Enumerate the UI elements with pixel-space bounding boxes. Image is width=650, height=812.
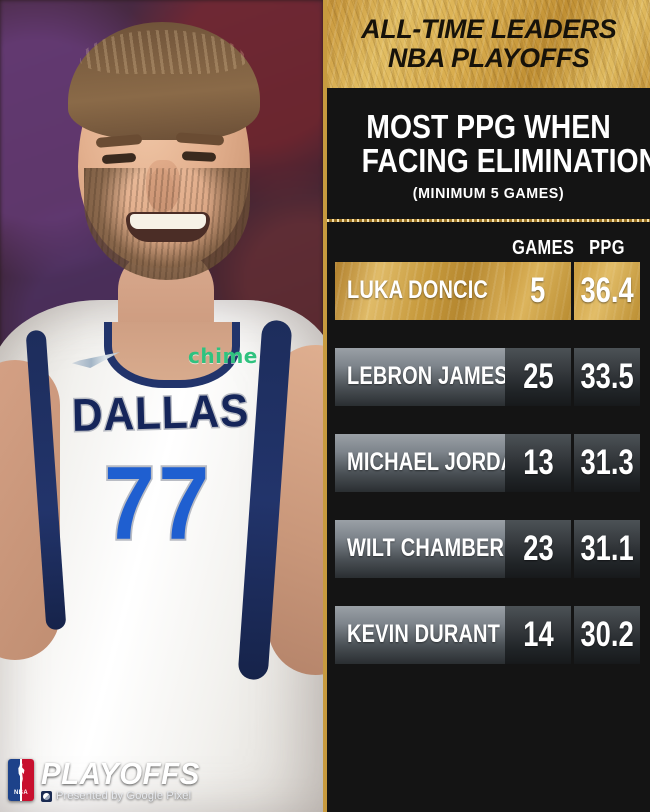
column-header-ppg: PPG — [589, 236, 625, 259]
lockup-text-group: PLAYOFFS Presented by Google Pixel — [41, 755, 208, 802]
player-name: LUKA DONCIC — [347, 276, 489, 305]
player-name: MICHAEL JORDAN — [347, 448, 505, 477]
row-name-cell: KEVIN DURANT — [335, 605, 505, 664]
row-name-cell: LUKA DONCIC — [335, 261, 505, 320]
playoffs-wordmark: PLAYOFFS — [41, 755, 200, 791]
games-value: 14 — [522, 614, 554, 654]
chart-title-qualifier: (MINIMUM 5 GAMES) — [412, 184, 565, 202]
header-line-1: ALL-TIME LEADERS — [360, 14, 617, 45]
header-line-2: NBA PLAYOFFS — [387, 43, 590, 73]
row-name-cell: WILT CHAMBERLAIN — [335, 519, 505, 578]
row-games-cell: 13 — [505, 433, 571, 492]
hair — [68, 22, 260, 140]
google-pixel-icon — [41, 790, 52, 802]
player-photo: chime DALLAS 77 NBA PLAYOFFS Presented b… — [0, 0, 323, 812]
presented-by-row: Presented by Google Pixel — [41, 790, 208, 802]
games-value: 25 — [522, 356, 554, 396]
table-row: LUKA DONCIC 5 36.4 — [335, 261, 640, 320]
chart-title-block: MOST PPG WHEN FACING ELIMINATION (MINIMU… — [327, 88, 650, 214]
row-ppg-cell: 31.3 — [574, 433, 640, 492]
table-row: WILT CHAMBERLAIN 23 31.1 — [335, 519, 640, 578]
table-column-headers: GAMES PPG — [327, 222, 650, 262]
row-games-cell: 25 — [505, 347, 571, 406]
ppg-value: 36.4 — [580, 270, 634, 310]
stats-panel: ALL-TIME LEADERS NBA PLAYOFFS MOST PPG W… — [323, 0, 650, 812]
player-name: KEVIN DURANT — [347, 620, 501, 649]
leaderboard-rows: LUKA DONCIC 5 36.4 LEBRON JAMES 25 33.5 MICHAE… — [327, 261, 650, 664]
player-name: LEBRON JAMES — [347, 362, 505, 391]
jersey-sponsor-logo: chime — [188, 344, 258, 368]
eye-right — [181, 151, 217, 162]
panel-header-banner: ALL-TIME LEADERS NBA PLAYOFFS — [327, 0, 650, 88]
gold-divider-rule — [327, 218, 650, 222]
games-value: 13 — [522, 442, 554, 482]
nba-logo-text: NBA — [14, 789, 28, 796]
games-value: 23 — [522, 528, 554, 568]
row-ppg-cell: 30.2 — [574, 605, 640, 664]
player-name: WILT CHAMBERLAIN — [347, 534, 505, 563]
ppg-value: 31.3 — [580, 442, 634, 482]
mouth — [126, 212, 210, 242]
chart-title-line-1: MOST PPG WHEN — [366, 108, 611, 145]
column-header-games: GAMES — [512, 236, 575, 259]
row-name-cell: LEBRON JAMES — [335, 347, 505, 406]
games-value: 5 — [530, 270, 546, 310]
ppg-value: 31.1 — [580, 528, 634, 568]
row-ppg-cell: 31.1 — [574, 519, 640, 578]
ppg-value: 30.2 — [580, 614, 634, 654]
row-games-cell: 23 — [505, 519, 571, 578]
row-games-cell: 14 — [505, 605, 571, 664]
row-ppg-cell: 36.4 — [574, 261, 640, 320]
player-figure: chime DALLAS 77 — [0, 0, 323, 812]
nba-playoffs-lockup: NBA PLAYOFFS Presented by Google Pixel — [8, 755, 208, 802]
row-games-cell: 5 — [505, 261, 571, 320]
row-ppg-cell: 33.5 — [574, 347, 640, 406]
ppg-value: 33.5 — [580, 356, 634, 396]
table-row: MICHAEL JORDAN 13 31.3 — [335, 433, 640, 492]
table-row: KEVIN DURANT 14 30.2 — [335, 605, 640, 664]
presented-by-text: Presented by Google Pixel — [56, 790, 192, 802]
nba-logo-icon: NBA — [8, 758, 34, 801]
chart-title-line-2: FACING ELIMINATION — [361, 142, 650, 180]
jersey-team-name: DALLAS — [70, 383, 251, 443]
row-name-cell: MICHAEL JORDAN — [335, 433, 505, 492]
table-row: LEBRON JAMES 25 33.5 — [335, 347, 640, 406]
player-silhouette-icon — [18, 762, 25, 785]
teeth — [130, 214, 206, 229]
jersey-number: 77 — [102, 446, 213, 562]
